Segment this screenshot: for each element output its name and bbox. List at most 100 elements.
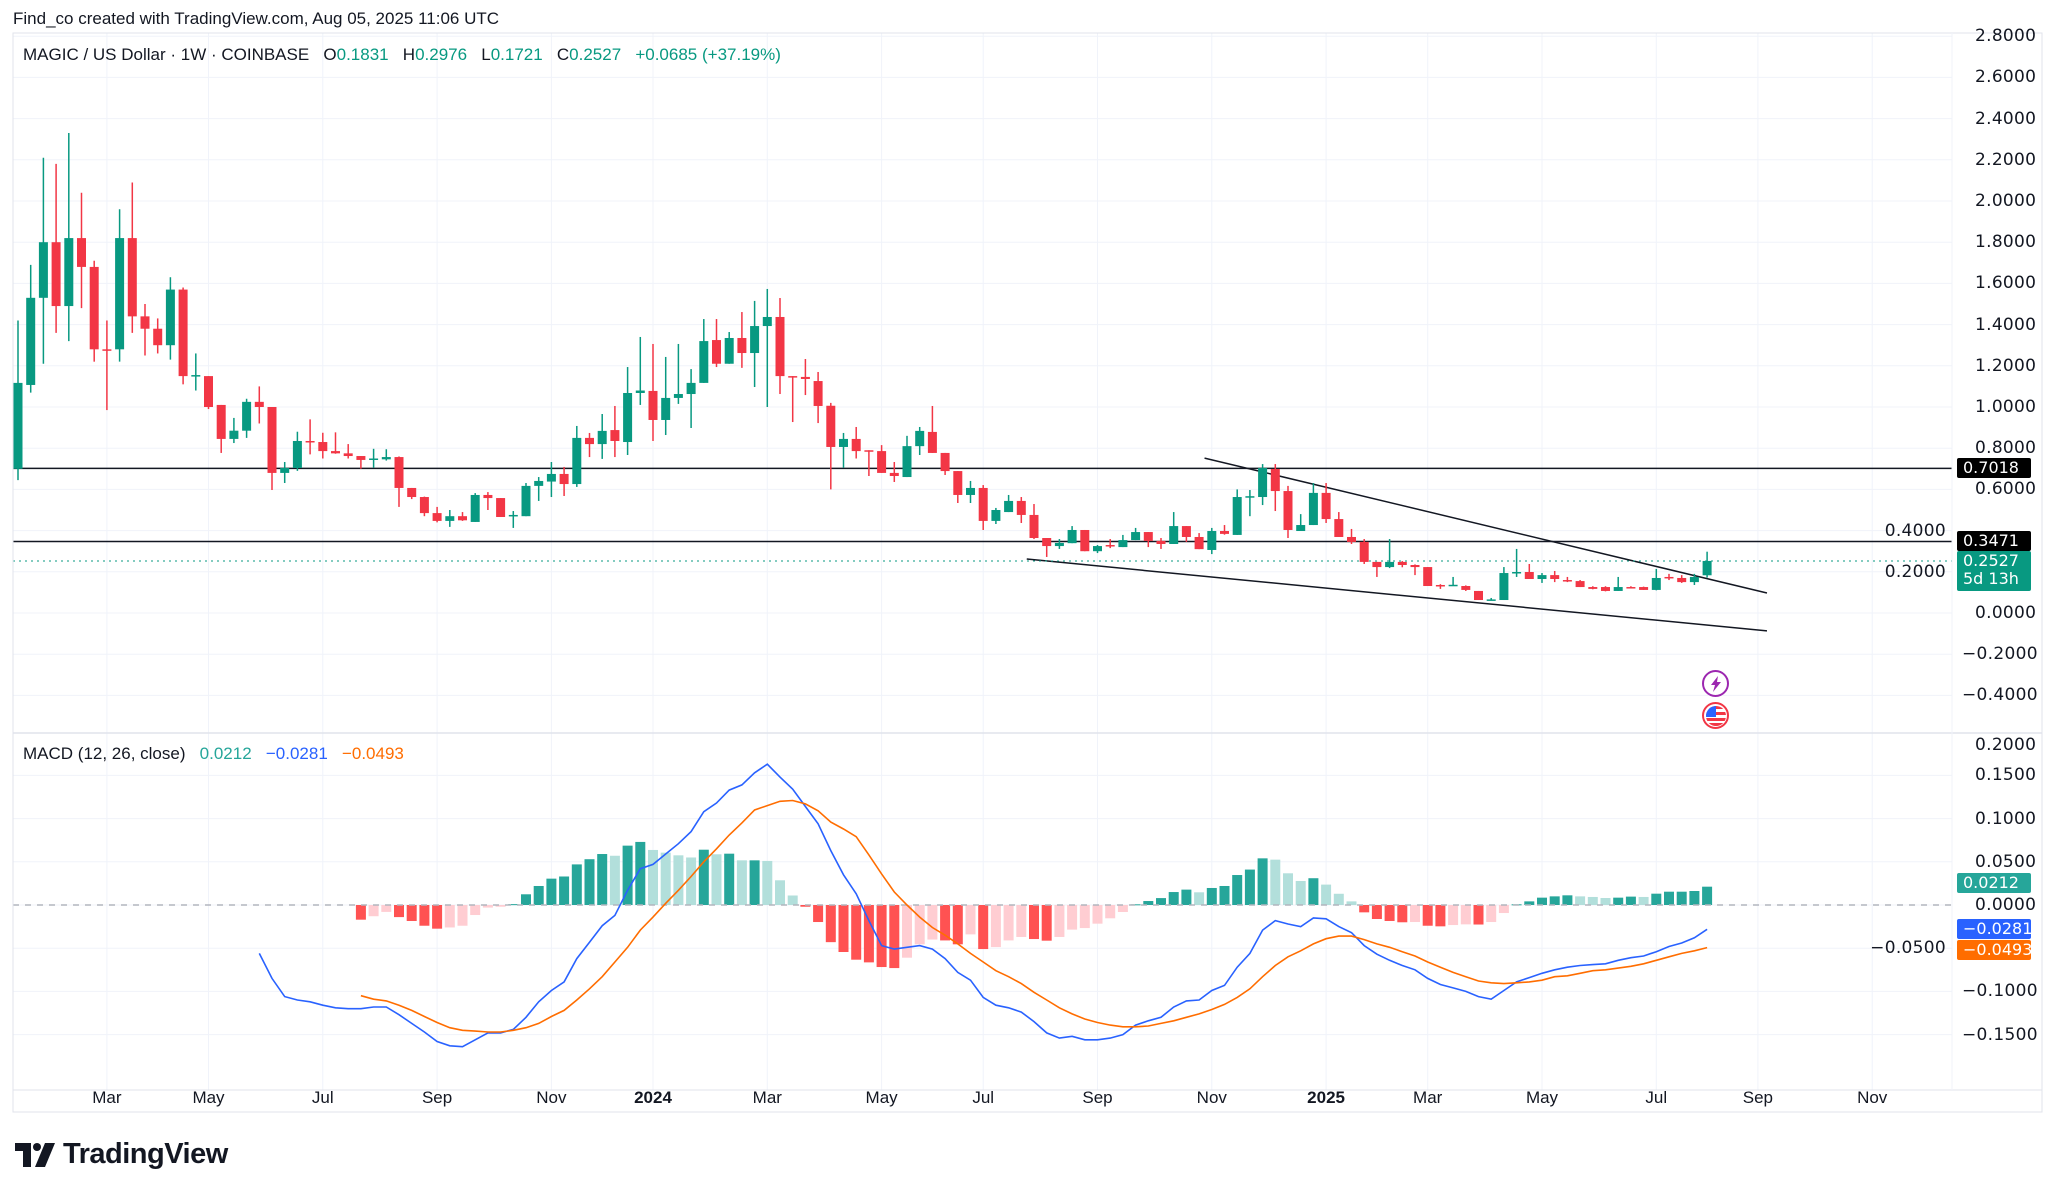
symbol-legend[interactable]: MAGIC / US Dollar · 1W · COINBASE O0.183…: [23, 45, 781, 65]
candle: [534, 477, 544, 501]
candle-body: [77, 238, 86, 267]
candle: [115, 209, 125, 362]
candle-body: [51, 242, 61, 307]
candle-body: [508, 514, 518, 517]
candle: [673, 343, 683, 404]
candle: [13, 320, 23, 481]
candle: [343, 444, 353, 459]
candle-body: [26, 297, 36, 385]
histogram-bar: [457, 905, 468, 926]
candle-body: [178, 289, 188, 377]
candle: [1131, 527, 1141, 541]
candle-body: [800, 376, 810, 379]
candle: [1232, 489, 1242, 535]
histogram-bar: [902, 905, 912, 958]
candle: [280, 462, 290, 484]
histogram-bar: [686, 857, 697, 905]
histogram-bar: [1435, 905, 1446, 927]
candle-body: [915, 430, 925, 447]
histogram-bar: [940, 905, 951, 941]
candle-body: [1143, 532, 1153, 541]
candle-body: [889, 472, 899, 477]
high-label: H: [402, 45, 416, 64]
histogram-bar: [698, 849, 709, 905]
open-value: 0.1831: [336, 45, 389, 64]
candle-body: [89, 266, 99, 350]
candle-body: [1207, 531, 1217, 550]
macd-signal-label-box: −0.0493: [1957, 940, 2032, 961]
candle: [1042, 538, 1052, 557]
candle-body: [737, 337, 747, 354]
histogram-bar: [1575, 896, 1586, 905]
candle-body: [1296, 525, 1306, 532]
candle-body: [1524, 572, 1534, 580]
candle: [1601, 586, 1610, 592]
candle: [1181, 526, 1191, 542]
candle-body: [1448, 584, 1458, 587]
price-tick-label: 1.4000: [1975, 314, 2037, 335]
price-tick-label: 2.2000: [1975, 149, 2037, 170]
candle: [407, 487, 417, 500]
candle: [267, 407, 277, 491]
histogram-bar: [1625, 896, 1636, 905]
symbol-title[interactable]: MAGIC / US Dollar · 1W · COINBASE: [23, 45, 310, 64]
histogram-bar: [444, 905, 455, 928]
candle: [432, 506, 442, 523]
price-tick-label: −0.2000: [1962, 644, 2038, 665]
histogram-bar: [1257, 858, 1268, 905]
tradingview-logo[interactable]: TradingView: [15, 1138, 228, 1171]
candle: [254, 386, 264, 424]
histogram-bar: [597, 854, 608, 905]
candle-body: [331, 451, 340, 454]
lightning-icon[interactable]: [1702, 670, 1729, 697]
candle: [1702, 551, 1712, 578]
histogram-bar: [1638, 896, 1649, 905]
candle: [1512, 548, 1522, 577]
histogram-bar: [381, 905, 392, 912]
candle: [597, 414, 607, 459]
candle: [38, 157, 48, 364]
histogram-bar: [1308, 878, 1319, 905]
histogram-bar: [419, 905, 430, 926]
candle-body: [1385, 561, 1395, 568]
macd-title[interactable]: MACD (12, 26, close): [23, 744, 186, 763]
histogram-bar: [825, 905, 836, 943]
candle-body: [1029, 514, 1039, 539]
histogram-bar: [775, 880, 785, 905]
histogram-bar: [1016, 905, 1027, 937]
candle: [712, 319, 721, 368]
candle-body: [1042, 538, 1052, 547]
time-axis-label: Mar: [1413, 1088, 1443, 1107]
candle-body: [1677, 577, 1687, 583]
candle-body: [1537, 575, 1547, 580]
candle: [1410, 564, 1420, 576]
candle: [546, 462, 556, 498]
candle-body: [292, 440, 302, 468]
candle-body: [254, 401, 264, 407]
candle: [724, 332, 734, 364]
candle: [292, 431, 302, 471]
candle: [1016, 497, 1026, 523]
candle-body: [1626, 587, 1636, 589]
histogram-bar: [1283, 873, 1293, 905]
candle-body: [1613, 587, 1623, 591]
histogram-bar: [1600, 898, 1611, 905]
candle: [978, 485, 988, 530]
candle-body: [191, 375, 201, 377]
price-tick-label: 2.6000: [1975, 67, 2037, 88]
candle-body: [153, 328, 163, 346]
candle: [242, 398, 252, 438]
candle-body: [521, 485, 531, 517]
histogram-bar: [1041, 905, 1052, 941]
us-flag-icon[interactable]: [1702, 702, 1729, 729]
candle: [458, 512, 467, 521]
candle: [216, 404, 226, 453]
candle: [1689, 573, 1699, 585]
drawings[interactable]: [13, 457, 1952, 632]
histogram-bar: [368, 905, 379, 917]
candle: [635, 336, 645, 405]
macd-legend[interactable]: MACD (12, 26, close) 0.0212 −0.0281 −0.0…: [23, 744, 404, 764]
candle: [661, 356, 671, 436]
histogram-bar: [660, 852, 671, 905]
